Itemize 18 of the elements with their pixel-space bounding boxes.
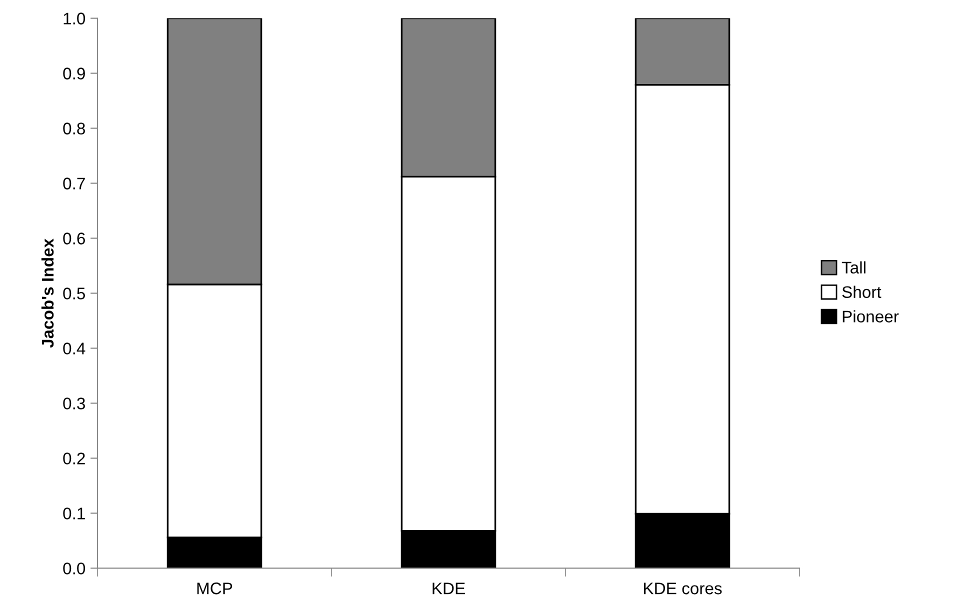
y-tick-label: 0.8 <box>63 122 85 134</box>
y-tick-label: 0.2 <box>63 452 85 464</box>
y-tick-label: 0.0 <box>63 562 86 574</box>
legend-label: Short <box>842 286 882 298</box>
x-tick-label: MCP <box>197 582 232 594</box>
y-tick-label: 0.4 <box>63 342 86 354</box>
y-tick-label: 0.6 <box>63 232 85 244</box>
x-tick-label: KDE cores <box>644 582 722 594</box>
legend-label: Pioneer <box>842 310 899 322</box>
y-tick-label: 0.5 <box>63 288 85 300</box>
legend-label: Tall <box>842 261 866 274</box>
y-tick-label: 0.1 <box>63 508 85 520</box>
y-tick-label: 0.7 <box>63 178 85 190</box>
y-axis-title: Jacob's Index <box>41 238 54 348</box>
y-tick-label: 0.3 <box>63 398 85 410</box>
y-tick-label: 0.9 <box>63 68 85 80</box>
y-tick-label: 1.0 <box>64 12 86 24</box>
x-tick-label: KDE <box>432 582 465 594</box>
